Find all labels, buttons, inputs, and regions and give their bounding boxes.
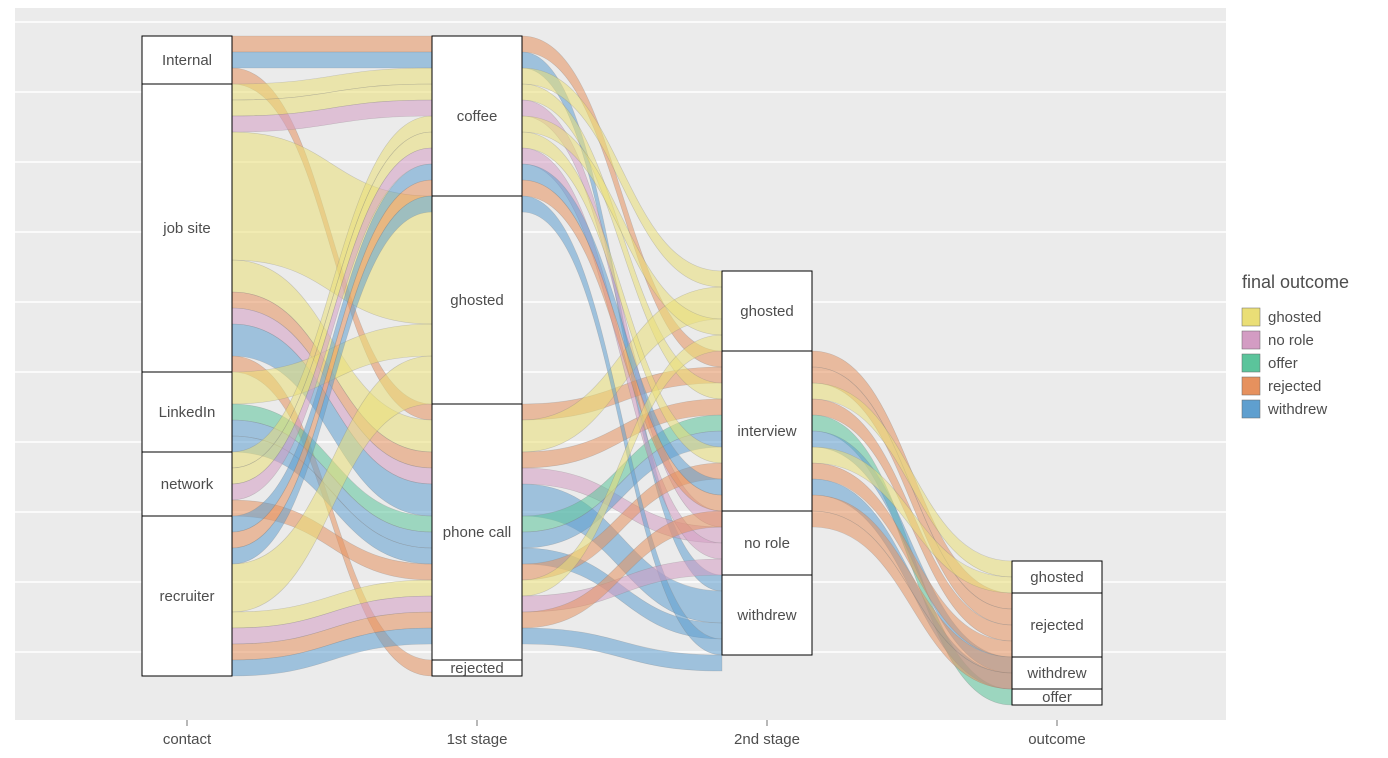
node-label: interview [737,423,796,440]
legend-key [1242,377,1260,395]
node-label: offer [1042,689,1072,706]
axis-label: contact [163,731,212,748]
legend-label: no role [1268,332,1314,349]
node-label: ghosted [1030,569,1083,586]
node-label: rejected [1030,617,1083,634]
legend-label: rejected [1268,378,1321,395]
axis-label: 1st stage [447,731,508,748]
legend-label: ghosted [1268,309,1321,326]
node-label: coffee [457,108,498,125]
node-label: job site [162,220,211,237]
node-label: LinkedIn [159,404,216,421]
node-label: ghosted [450,292,503,309]
flow-ribbon [232,52,432,68]
axis-label: outcome [1028,731,1086,748]
legend-key [1242,354,1260,372]
node-label: phone call [443,524,511,541]
legend-title: final outcome [1242,272,1349,292]
legend-key [1242,308,1260,326]
node-label: recruiter [159,588,214,605]
node-label: network [161,476,214,493]
node-label: withdrew [736,607,796,624]
node-label: Internal [162,52,212,69]
legend-label: withdrew [1267,401,1327,418]
alluvial-chart: Internal job site LinkedIn network recruiter… [0,0,1388,758]
flow-ribbon [232,36,432,52]
node-label: rejected [450,660,503,677]
legend-key [1242,400,1260,418]
legend-label: offer [1268,355,1298,372]
node-label: withdrew [1026,665,1086,682]
legend-key [1242,331,1260,349]
axis-label: 2nd stage [734,731,800,748]
node-label: ghosted [740,303,793,320]
node-label: no role [744,535,790,552]
